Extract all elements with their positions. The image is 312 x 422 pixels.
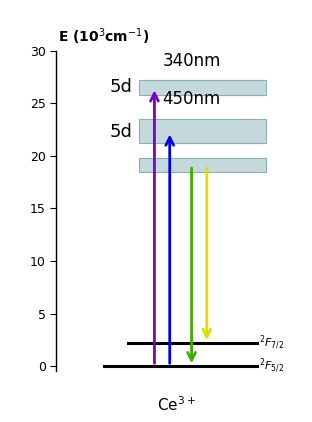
Bar [139, 80, 266, 95]
Text: 5d: 5d [110, 78, 133, 97]
Text: $^2F_{5/2}$: $^2F_{5/2}$ [259, 357, 285, 376]
Bar [139, 158, 266, 172]
Text: 340nm: 340nm [162, 51, 221, 70]
Text: $^2F_{7/2}$: $^2F_{7/2}$ [259, 334, 285, 352]
Text: 450nm: 450nm [163, 90, 221, 108]
Bar [139, 119, 266, 143]
Text: E (10$^3$cm$^{-1}$): E (10$^3$cm$^{-1}$) [58, 27, 150, 47]
Text: 5d: 5d [110, 123, 133, 141]
Text: Ce$^{3+}$: Ce$^{3+}$ [157, 395, 196, 414]
